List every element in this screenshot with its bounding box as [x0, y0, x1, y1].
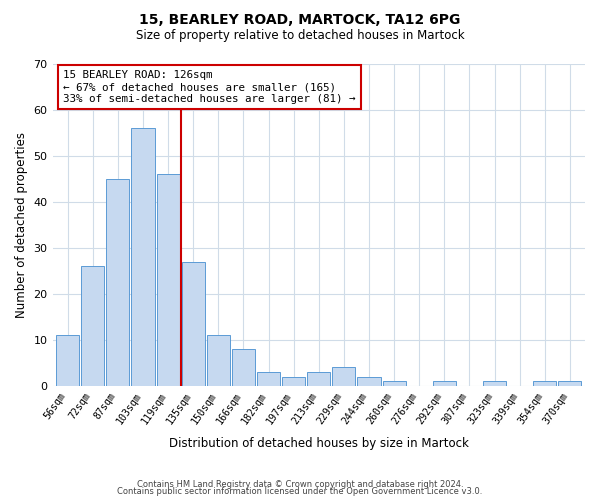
Text: Contains HM Land Registry data © Crown copyright and database right 2024.: Contains HM Land Registry data © Crown c…	[137, 480, 463, 489]
Bar	[307, 372, 331, 386]
Bar	[559, 381, 581, 386]
Bar	[131, 128, 155, 386]
Bar	[232, 349, 255, 386]
Bar	[106, 179, 130, 386]
X-axis label: Distribution of detached houses by size in Martock: Distribution of detached houses by size …	[169, 437, 469, 450]
Bar	[358, 376, 380, 386]
Bar	[433, 381, 456, 386]
Bar	[56, 335, 79, 386]
Bar	[207, 335, 230, 386]
Bar	[282, 376, 305, 386]
Bar	[533, 381, 556, 386]
Text: Contains public sector information licensed under the Open Government Licence v3: Contains public sector information licen…	[118, 487, 482, 496]
Bar	[81, 266, 104, 386]
Y-axis label: Number of detached properties: Number of detached properties	[15, 132, 28, 318]
Text: 15 BEARLEY ROAD: 126sqm
← 67% of detached houses are smaller (165)
33% of semi-d: 15 BEARLEY ROAD: 126sqm ← 67% of detache…	[63, 70, 356, 104]
Bar	[182, 262, 205, 386]
Bar	[332, 368, 355, 386]
Bar	[157, 174, 179, 386]
Bar	[257, 372, 280, 386]
Bar	[383, 381, 406, 386]
Text: 15, BEARLEY ROAD, MARTOCK, TA12 6PG: 15, BEARLEY ROAD, MARTOCK, TA12 6PG	[139, 12, 461, 26]
Text: Size of property relative to detached houses in Martock: Size of property relative to detached ho…	[136, 29, 464, 42]
Bar	[483, 381, 506, 386]
